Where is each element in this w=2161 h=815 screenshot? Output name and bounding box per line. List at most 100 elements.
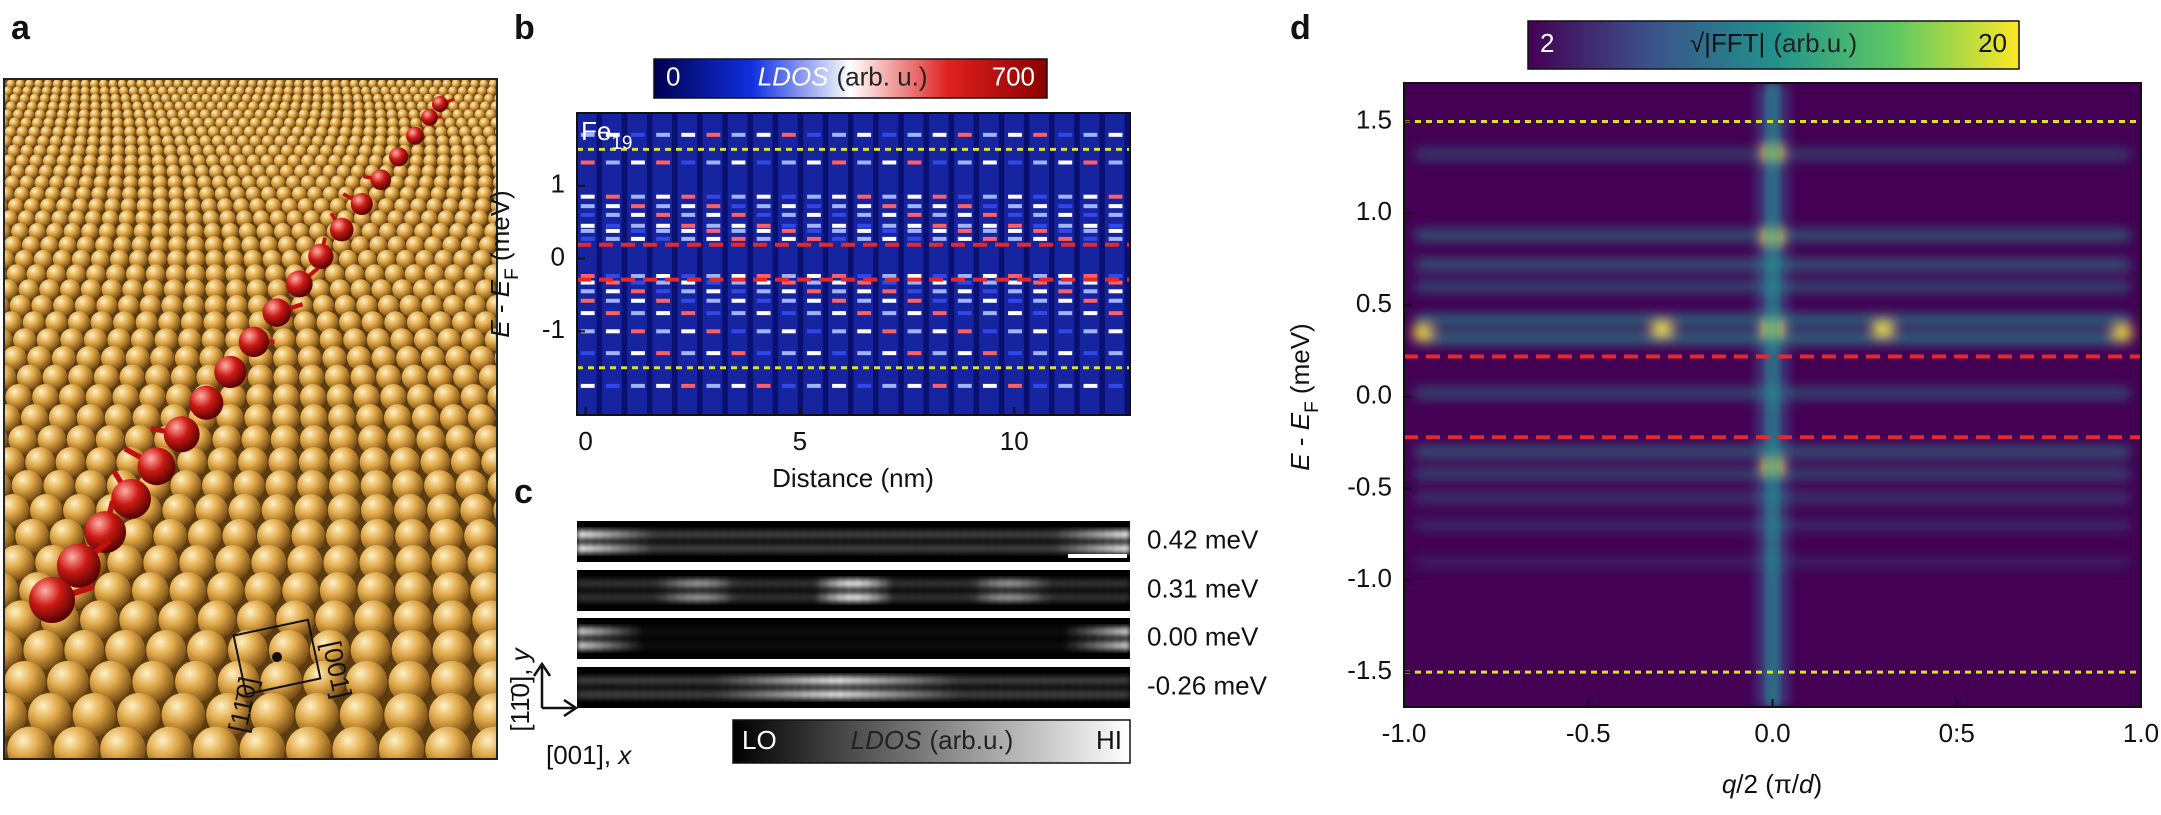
substrate-atom — [413, 93, 424, 104]
substrate-atom — [157, 117, 170, 129]
substrate-atom — [445, 425, 475, 454]
ldos-blob — [710, 592, 721, 603]
ldos-blob — [692, 529, 703, 540]
ldos-blob — [1067, 689, 1078, 700]
ldos-blob — [817, 592, 828, 603]
heatmap-cell — [957, 160, 972, 165]
colorbar — [653, 58, 1048, 99]
substrate-atom — [280, 144, 294, 158]
ldos-blob — [995, 689, 1006, 700]
substrate-atom — [200, 66, 209, 75]
heatmap-cell — [882, 194, 897, 199]
substrate-atom — [472, 600, 497, 639]
ldos-blob — [603, 578, 614, 589]
substrate-atom — [7, 144, 21, 158]
substrate-atom — [100, 117, 112, 129]
substrate-atom — [120, 198, 137, 214]
heatmap-cell — [1033, 160, 1048, 165]
heatmap-cell — [857, 160, 872, 165]
ldos-blob — [808, 626, 819, 637]
substrate-atom — [270, 425, 300, 454]
ldos-blob — [656, 578, 667, 589]
ldos-blob — [1022, 626, 1033, 637]
heatmap-cell — [605, 228, 620, 233]
x-tick-label: -1.0 — [1382, 718, 1427, 748]
heatmap-cell — [982, 351, 997, 356]
substrate-atom — [52, 126, 65, 138]
ldos-blob — [808, 640, 819, 651]
heatmap-cell — [932, 280, 947, 285]
substrate-atom — [421, 164, 436, 179]
substrate-atom — [140, 93, 151, 104]
substrate-atom — [494, 350, 497, 366]
substrate-atom — [332, 101, 343, 112]
ldos-blob — [951, 689, 962, 700]
substrate-atom — [467, 117, 479, 129]
substrate-atom — [210, 79, 220, 89]
heatmap-cell — [656, 274, 671, 279]
ldos-blob — [826, 529, 837, 540]
heatmap-cell — [706, 298, 721, 303]
substrate-atom — [291, 126, 304, 138]
substrate-atom — [34, 109, 46, 121]
substrate-atom — [88, 198, 105, 214]
heatmap-cell — [781, 298, 796, 303]
substrate-atom — [356, 404, 384, 432]
ldos-blob — [870, 675, 881, 686]
heatmap-cell — [957, 212, 972, 217]
ldos-blob — [1058, 529, 1069, 540]
ldos-blob — [835, 640, 846, 651]
ldos-blob — [1040, 689, 1051, 700]
ldos-blob — [790, 578, 801, 589]
substrate-atom — [287, 109, 299, 121]
ldos-blob — [870, 689, 881, 700]
substrate-atom — [146, 66, 155, 75]
substrate-atom — [95, 425, 125, 454]
substrate-atom — [239, 726, 286, 759]
substrate-atom — [476, 186, 493, 202]
substrate-atom — [4, 328, 13, 352]
heatmap-cell — [932, 383, 947, 388]
heatmap-cell — [1033, 132, 1048, 137]
y-tick-label: 1.0 — [1356, 196, 1392, 226]
substrate-atom — [437, 328, 461, 352]
ldos-blob — [1075, 543, 1086, 554]
substrate-atom — [251, 164, 266, 179]
substrate-atom — [4, 109, 13, 121]
substrate-atom — [413, 328, 437, 352]
substrate-atom — [351, 236, 369, 255]
substrate-atom — [204, 236, 223, 255]
substrate-atom — [241, 175, 257, 190]
ldos-blob — [906, 640, 917, 651]
ldos-blob — [719, 689, 730, 700]
ldos-blob — [1013, 529, 1024, 540]
substrate-atom — [125, 264, 146, 284]
substrate-atom — [117, 79, 127, 89]
heatmap-stripe — [697, 113, 703, 415]
ldos-blob — [603, 626, 614, 637]
substrate-atom — [250, 693, 295, 737]
heatmap-cell — [681, 132, 696, 137]
y-tick-label: -0.5 — [1347, 471, 1392, 501]
heatmap-cell — [882, 132, 897, 137]
substrate-atom — [161, 135, 175, 148]
substrate-atom — [72, 144, 86, 158]
substrate-atom — [428, 693, 473, 737]
heatmap-cell — [1033, 236, 1048, 241]
ldos-blob — [576, 640, 587, 651]
substrate-atom — [306, 117, 319, 129]
heatmap-cell — [781, 274, 796, 279]
heatmap-cell — [1108, 280, 1123, 285]
substrate-atom — [272, 117, 284, 129]
heatmap-cell — [1058, 194, 1073, 199]
ldos-blob — [772, 578, 783, 589]
substrate-atom — [71, 79, 81, 89]
substrate-atom — [80, 79, 90, 89]
substrate-atom — [70, 154, 84, 168]
substrate-atom — [260, 186, 277, 202]
fe-atom — [389, 147, 409, 167]
heatmap-cell — [1083, 194, 1098, 199]
substrate-atom — [357, 572, 395, 609]
substrate-atom — [163, 144, 177, 158]
heatmap-cell — [656, 204, 671, 209]
